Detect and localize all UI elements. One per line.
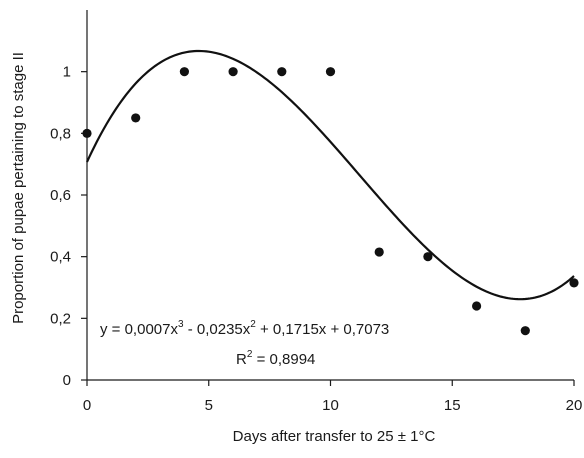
data-point	[423, 252, 433, 262]
data-point	[520, 326, 530, 336]
ticks: 0 5 10 15 20 0 0,2 0,4 0,6 0,8 1	[50, 64, 582, 414]
x-tick-label: 0	[83, 397, 91, 414]
data-point	[374, 247, 384, 257]
x-tick-label: 15	[444, 397, 461, 414]
data-point	[228, 67, 238, 77]
x-axis-title: Days after transfer to 25 ± 1°C	[233, 428, 436, 445]
x-tick-label: 5	[205, 397, 213, 414]
data-point	[472, 301, 482, 311]
y-axis-title: Proportion of pupae pertaining to stage …	[10, 52, 27, 324]
data-point	[569, 278, 579, 288]
data-point	[277, 67, 287, 77]
x-tick-label: 10	[322, 397, 339, 414]
y-tick-label: 0,8	[50, 125, 71, 142]
polynomial-trendline	[86, 49, 575, 301]
data-point	[82, 128, 92, 138]
equation-annotation: y = 0,0007x3 - 0,0235x2 + 0,1715x + 0,70…	[100, 319, 389, 338]
data-point	[179, 67, 189, 77]
x-tick-label: 20	[566, 397, 583, 414]
r-squared-annotation: R2 = 0,8994	[236, 349, 315, 368]
y-tick-label: 0,6	[50, 187, 71, 204]
y-tick-label: 0	[63, 372, 71, 389]
y-tick-label: 0,4	[50, 249, 71, 266]
y-tick-label: 1	[63, 64, 71, 81]
data-point	[325, 67, 336, 77]
data-points	[82, 67, 579, 336]
y-tick-label: 0,2	[50, 310, 71, 327]
data-point	[131, 113, 141, 123]
